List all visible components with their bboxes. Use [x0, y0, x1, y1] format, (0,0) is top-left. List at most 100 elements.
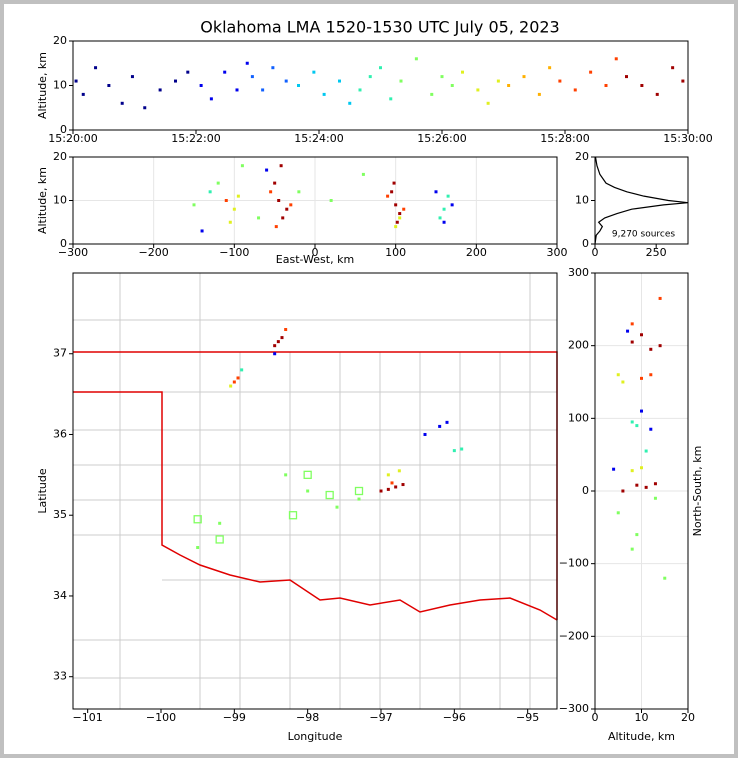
source: [208, 190, 212, 194]
source: [261, 88, 265, 92]
y-tick-label: −100: [559, 557, 589, 570]
source: [395, 220, 399, 224]
source: [394, 203, 398, 207]
source: [236, 194, 240, 198]
x-tick-label: −100: [146, 711, 176, 724]
source: [209, 97, 213, 101]
source: [461, 70, 464, 74]
source: [630, 469, 634, 473]
source: [289, 203, 293, 207]
source-box: [215, 535, 224, 544]
source: [379, 66, 382, 70]
source: [329, 199, 333, 202]
y-tick-label: 300: [568, 266, 589, 279]
y-tick-label: 20: [53, 150, 67, 163]
x-tick-label: 15:24:00: [294, 132, 343, 145]
source: [630, 547, 634, 551]
source: [635, 424, 639, 428]
y-tick-label: 100: [568, 411, 589, 424]
y-tick-label: 0: [60, 237, 67, 250]
source: [630, 340, 634, 344]
x-tick-label: −97: [369, 711, 392, 724]
source: [616, 373, 620, 377]
y-tick-label: 10: [53, 194, 67, 207]
source: [196, 546, 200, 550]
source: [232, 380, 236, 384]
x-tick-label: 100: [385, 246, 406, 259]
source: [486, 101, 490, 105]
y-tick-label: 200: [568, 339, 589, 352]
source: [635, 483, 639, 487]
source: [269, 190, 273, 194]
axes-frame: [72, 156, 558, 245]
source: [192, 203, 196, 207]
y-axis-label: Altitude, km: [36, 167, 49, 234]
y-tick-label: 0: [582, 237, 589, 250]
source: [640, 376, 643, 380]
source: [392, 181, 396, 185]
x-tick-label: 0: [312, 246, 319, 259]
x-tick-label: 15:28:00: [540, 132, 589, 145]
x-tick-label: 300: [547, 246, 568, 259]
source: [389, 97, 393, 101]
axes-frame: [594, 272, 689, 710]
source: [158, 88, 162, 92]
source: [386, 194, 390, 198]
x-axis-label: East-West, km: [276, 253, 354, 266]
y-tick-label: 37: [53, 347, 67, 360]
altitude-histogram: [594, 156, 689, 245]
x-axis-label: Longitude: [288, 730, 343, 743]
x-tick-label: 200: [466, 246, 487, 259]
axes-frame: [72, 40, 689, 131]
x-tick-label: 15:26:00: [417, 132, 466, 145]
source: [273, 344, 277, 348]
y-axis-label: Altitude, km: [36, 52, 49, 119]
source: [271, 66, 275, 70]
x-tick-label: 0: [592, 246, 599, 259]
source: [604, 84, 608, 87]
source: [625, 75, 628, 79]
source: [379, 489, 383, 493]
source: [357, 497, 361, 501]
source: [257, 216, 261, 220]
source: [297, 190, 301, 194]
x-tick-label: −96: [443, 711, 466, 724]
source: [186, 70, 190, 74]
x-tick-label: −300: [58, 246, 88, 259]
source: [663, 576, 667, 580]
source: [616, 511, 620, 515]
y-tick-label: 0: [60, 123, 67, 136]
source: [284, 328, 288, 332]
y-axis-label: Latitude: [36, 468, 49, 514]
source: [284, 473, 288, 477]
source: [450, 84, 454, 87]
y-tick-label: 33: [53, 670, 67, 683]
source-box: [303, 470, 312, 480]
source: [653, 496, 657, 500]
source: [537, 92, 541, 96]
source: [322, 92, 326, 96]
x-tick-label: −101: [73, 711, 103, 724]
source: [348, 101, 352, 105]
source-box: [325, 490, 334, 500]
source: [218, 521, 222, 525]
x-tick-label: 250: [646, 246, 667, 259]
source: [284, 79, 288, 83]
source: [361, 172, 365, 176]
source: [130, 75, 134, 79]
source: [81, 92, 85, 96]
source: [216, 181, 220, 185]
source: [440, 75, 444, 79]
source: [235, 88, 239, 92]
source: [589, 70, 593, 74]
source: [240, 368, 244, 372]
source: [228, 220, 232, 224]
source: [277, 199, 281, 202]
source: [240, 164, 244, 168]
source: [573, 88, 577, 92]
source: [174, 79, 177, 83]
source: [199, 84, 203, 87]
source: [649, 373, 653, 377]
y-tick-label: 20: [575, 150, 589, 163]
